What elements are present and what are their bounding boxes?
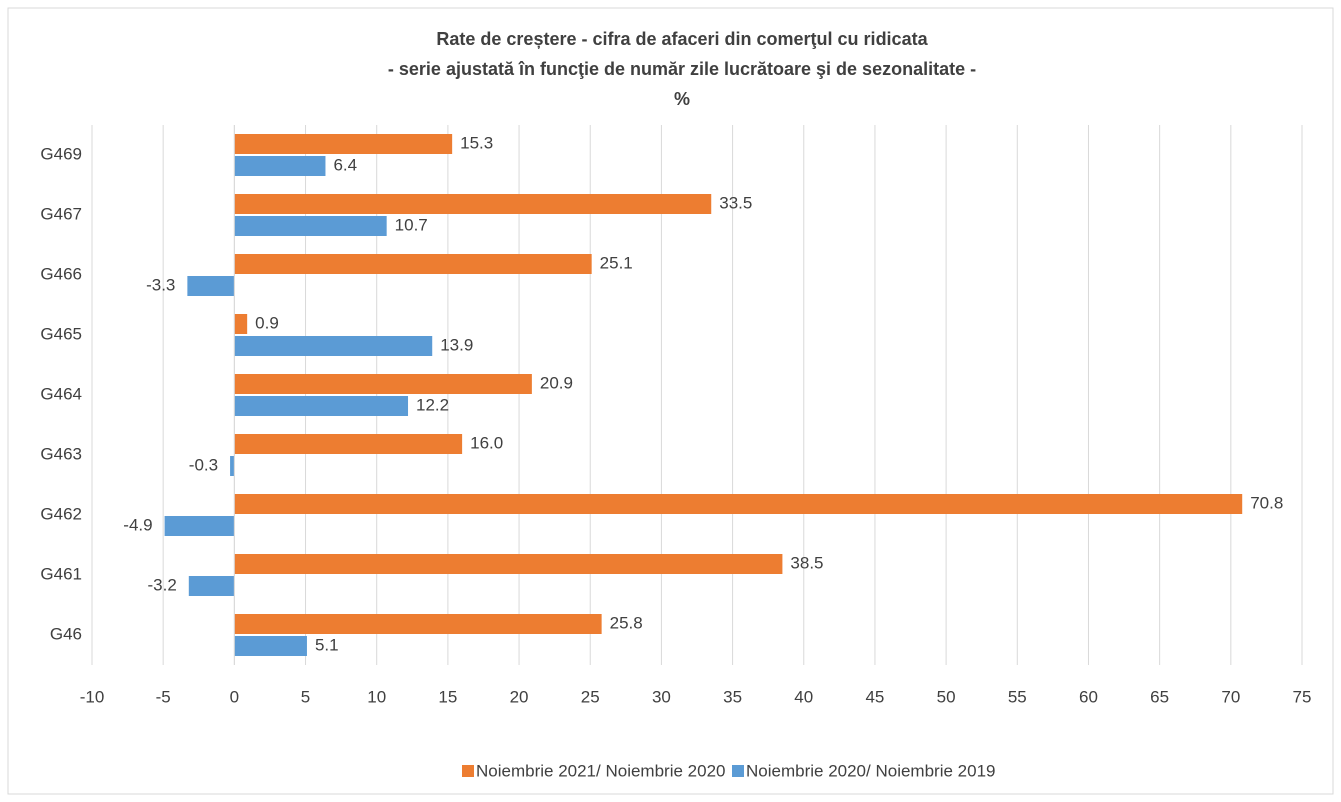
bar xyxy=(234,614,602,634)
data-label: 70.8 xyxy=(1250,493,1283,512)
data-label: -3.2 xyxy=(148,575,177,594)
data-label: -3.3 xyxy=(146,275,175,294)
data-label: 5.1 xyxy=(315,635,339,654)
data-label: 16.0 xyxy=(470,433,503,452)
data-label: 38.5 xyxy=(790,553,823,572)
y-tick-label: G465 xyxy=(40,324,82,343)
bar xyxy=(234,494,1243,514)
x-tick-label: -5 xyxy=(156,687,171,706)
y-tick-label: G462 xyxy=(40,504,82,523)
y-tick-label: G466 xyxy=(40,264,82,283)
chart-subtitle: - serie ajustată în funcţie de număr zil… xyxy=(388,59,976,79)
x-tick-label: 70 xyxy=(1221,687,1240,706)
x-tick-label: 0 xyxy=(230,687,239,706)
data-label: 15.3 xyxy=(460,133,493,152)
data-label: 6.4 xyxy=(333,155,357,174)
bar xyxy=(230,456,235,476)
legend-swatch xyxy=(732,765,744,777)
y-tick-label: G469 xyxy=(40,144,82,163)
data-label: -4.9 xyxy=(123,515,152,534)
chart-unit: % xyxy=(674,89,690,109)
y-tick-label: G467 xyxy=(40,204,82,223)
y-tick-label: G46 xyxy=(50,624,82,643)
data-label: 25.8 xyxy=(610,613,643,632)
bar xyxy=(164,516,235,536)
bar xyxy=(234,216,387,236)
bar xyxy=(234,314,248,334)
bar xyxy=(234,156,326,176)
legend-label: Noiembrie 2021/ Noiembrie 2020 xyxy=(476,761,725,780)
data-label: -0.3 xyxy=(189,455,218,474)
bar xyxy=(234,134,453,154)
x-tick-label: 15 xyxy=(438,687,457,706)
x-tick-label: -10 xyxy=(80,687,105,706)
x-tick-label: 10 xyxy=(367,687,386,706)
data-label: 33.5 xyxy=(719,193,752,212)
x-tick-label: 65 xyxy=(1150,687,1169,706)
y-tick-label: G461 xyxy=(40,564,82,583)
bar xyxy=(234,374,532,394)
x-tick-label: 30 xyxy=(652,687,671,706)
x-tick-label: 60 xyxy=(1079,687,1098,706)
data-label: 10.7 xyxy=(395,215,428,234)
data-label: 20.9 xyxy=(540,373,573,392)
legend-swatch xyxy=(462,765,474,777)
x-tick-label: 25 xyxy=(581,687,600,706)
x-tick-label: 35 xyxy=(723,687,742,706)
data-label: 12.2 xyxy=(416,395,449,414)
bar xyxy=(188,576,235,596)
bar xyxy=(234,336,433,356)
x-tick-label: 20 xyxy=(510,687,529,706)
chart-title: Rate de creștere - cifra de afaceri din … xyxy=(436,29,928,49)
x-tick-label: 55 xyxy=(1008,687,1027,706)
y-tick-label: G463 xyxy=(40,444,82,463)
bar xyxy=(234,254,592,274)
chart-border xyxy=(7,7,1334,795)
x-tick-label: 75 xyxy=(1293,687,1312,706)
bar xyxy=(234,554,783,574)
y-tick-label: G464 xyxy=(40,384,82,403)
data-label: 13.9 xyxy=(440,335,473,354)
bar xyxy=(234,194,712,214)
x-tick-label: 40 xyxy=(794,687,813,706)
data-label: 25.1 xyxy=(600,253,633,272)
bar xyxy=(234,396,409,416)
bar xyxy=(187,276,235,296)
x-tick-label: 5 xyxy=(301,687,310,706)
legend-label: Noiembrie 2020/ Noiembrie 2019 xyxy=(746,761,995,780)
data-label: 0.9 xyxy=(255,313,279,332)
bar xyxy=(234,636,307,656)
bar xyxy=(234,434,463,454)
x-tick-label: 50 xyxy=(937,687,956,706)
x-tick-label: 45 xyxy=(865,687,884,706)
